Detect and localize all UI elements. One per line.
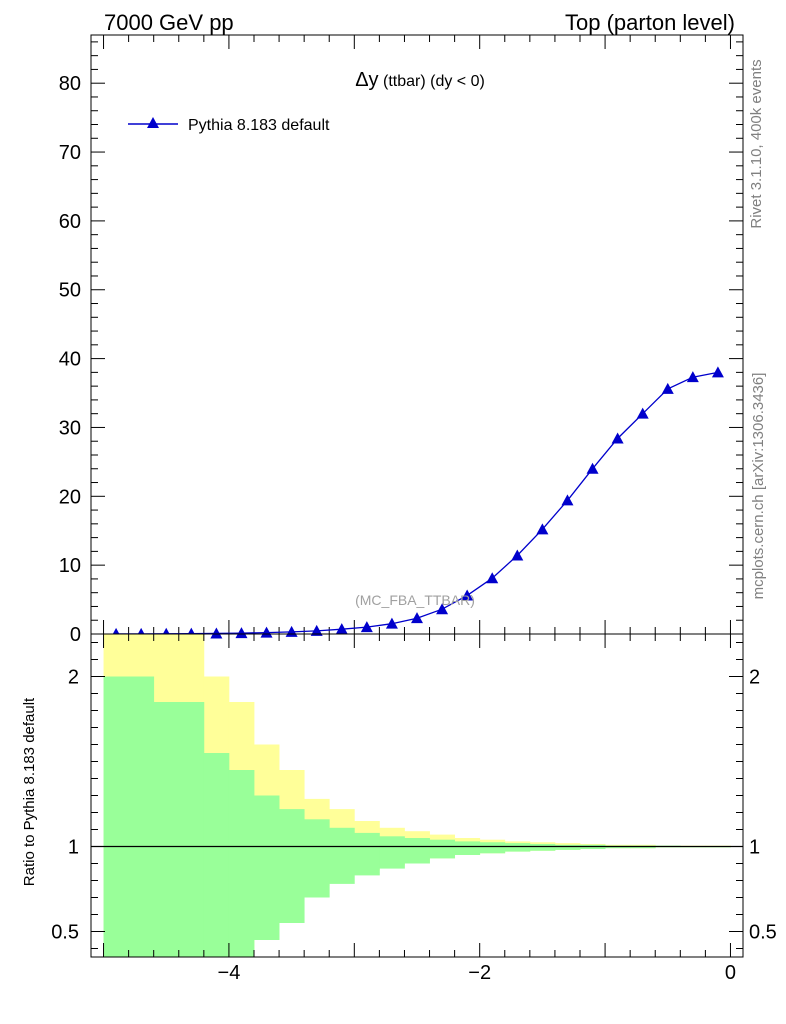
- header-right-label: Top (parton level): [565, 10, 735, 35]
- ratio-band-inner-bin: [404, 838, 430, 864]
- ratio-band-inner-bin: [554, 844, 581, 850]
- ratio-band-inner-bin: [504, 843, 531, 852]
- ratio-band-inner-bin: [454, 841, 481, 855]
- data-point-triangle: [385, 617, 398, 629]
- y-tick-label: 70: [59, 142, 81, 164]
- ratio-band-inner-bin: [529, 843, 556, 851]
- data-point-triangle: [561, 494, 574, 506]
- data-point-triangle: [486, 572, 499, 584]
- header-left-label: 7000 GeV pp: [104, 10, 234, 35]
- ratio-band-inner-bin: [153, 702, 180, 957]
- ratio-y-tick-label-right: 2: [749, 667, 760, 689]
- watermark: (MC_FBA_TTBAR): [355, 592, 475, 608]
- ratio-bands: [91, 634, 743, 957]
- ratio-y-tick-label-right: 1: [749, 837, 760, 859]
- ratio-band-inner-bin: [128, 676, 155, 957]
- y-tick-label: 50: [59, 280, 81, 302]
- data-point-triangle: [586, 462, 599, 474]
- ratio-band-inner-bin: [103, 676, 130, 957]
- plot-title-rest: (ttbar) (dy < 0): [379, 73, 485, 90]
- data-point-triangle: [436, 603, 449, 615]
- mcplots-label: mcplots.cern.ch [arXiv:1306.3436]: [750, 373, 767, 600]
- data-point-triangle: [636, 407, 649, 419]
- data-point-triangle: [210, 627, 223, 639]
- data-point-triangle: [310, 624, 323, 636]
- ratio-band-inner-bin: [279, 809, 305, 923]
- ratio-y-tick-label: 2: [68, 667, 79, 689]
- ratio-band-inner-bin: [479, 842, 506, 854]
- data-point-triangle: [536, 523, 549, 535]
- data-point-triangle: [511, 549, 524, 561]
- ratio-band-inner-bin: [304, 819, 330, 898]
- data-point-triangle: [461, 589, 474, 601]
- x-tick-label: −2: [468, 962, 491, 984]
- x-tick-label: 0: [725, 962, 736, 984]
- main-panel: 0 10 20 30 40 50 60 70 80 Δy (ttbar) (dy < 0) Py…: [59, 34, 744, 646]
- ratio-band-inner-bin: [254, 795, 280, 940]
- data-point-triangle: [360, 621, 373, 633]
- data-point-triangle: [661, 382, 674, 394]
- ratio-frame: [90, 633, 744, 958]
- ratio-band-inner-bin: [429, 839, 456, 859]
- legend: Pythia 8.183 default: [128, 117, 330, 134]
- ratio-y-tick-label: 1: [68, 837, 79, 859]
- y-tick-label: 10: [59, 555, 81, 577]
- y-tick-label: 40: [59, 349, 81, 371]
- ratio-band-inner-bin: [203, 753, 230, 957]
- rivet-label: Rivet 3.1.10, 400k events: [748, 59, 765, 228]
- y-tick-label: 20: [59, 486, 81, 508]
- x-tick-label: −4: [218, 962, 241, 984]
- plot-title-symbol: Δy: [355, 69, 378, 91]
- ratio-band-inner-bin: [329, 827, 355, 884]
- data-point-triangle: [335, 623, 348, 635]
- ratio-axis-ticks: 0.5 0.5 1 1 2 2 −4 −2 0: [51, 634, 777, 984]
- ratio-band-inner-bin: [379, 836, 405, 869]
- data-point-triangle: [611, 432, 624, 444]
- ratio-band-inner-bin: [228, 770, 255, 957]
- legend-label: Pythia 8.183 default: [188, 117, 330, 134]
- legend-triangle-icon: [147, 117, 159, 128]
- data-point-triangle: [260, 626, 273, 638]
- y-tick-label: 80: [59, 73, 81, 95]
- y-tick-label: 0: [70, 624, 81, 646]
- main-axis-ticks: 0 10 20 30 40 50 60 70 80: [59, 35, 743, 646]
- data-point-triangle: [686, 371, 699, 383]
- y-tick-label: 30: [59, 417, 81, 439]
- ratio-y-tick-label: 0.5: [51, 922, 79, 944]
- ratio-panel: 0.5 0.5 1 1 2 2 −4 −2 0 Ratio to Pythia 8.183 de…: [21, 633, 777, 984]
- plot-title: Δy (ttbar) (dy < 0): [355, 69, 485, 91]
- data-point-triangle: [235, 627, 248, 639]
- data-point-triangle: [711, 366, 724, 378]
- ratio-y-tick-label-right: 0.5: [749, 922, 777, 944]
- y-tick-label: 60: [59, 211, 81, 233]
- ratio-band-inner-bin: [178, 702, 205, 957]
- ratio-y-axis-label: Ratio to Pythia 8.183 default: [21, 697, 38, 886]
- ratio-band-inner-bin: [354, 832, 380, 876]
- data-point-triangle: [411, 612, 423, 624]
